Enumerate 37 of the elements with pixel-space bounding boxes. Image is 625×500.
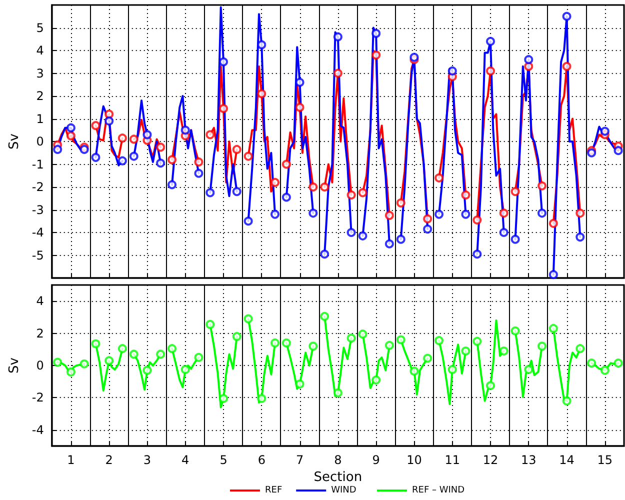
x-tick-label: 12 [482, 453, 498, 467]
y-axis-title: Sv [7, 133, 22, 150]
y-tick-label: 3 [36, 66, 44, 80]
y-tick-label: -2 [32, 390, 44, 405]
y-tick-label: 1 [36, 112, 44, 126]
y-tick-label: -2 [32, 180, 44, 194]
x-tick-label: 8 [334, 453, 342, 467]
x-tick-label: 6 [258, 453, 266, 467]
y-axis-title: Sv [7, 357, 22, 374]
x-tick-label: 14 [559, 453, 574, 467]
y-tick-label: 0 [36, 358, 44, 372]
x-tick-label: 10 [406, 453, 422, 467]
y-tick-label: -1 [32, 157, 44, 172]
x-tick-label: 9 [372, 453, 380, 467]
legend-label: REF – WIND [412, 486, 465, 496]
x-tick-label: 13 [521, 453, 536, 467]
y-tick-label: 4 [36, 294, 44, 308]
x-tick-label: 3 [143, 453, 152, 467]
x-axis-title: Section [314, 470, 362, 485]
legend-label: REF [265, 486, 282, 496]
x-tick-label: 7 [296, 453, 304, 467]
x-tick-label: 1 [67, 453, 75, 467]
y-tick-label: -4 [32, 226, 44, 240]
y-tick-label: 4 [36, 44, 44, 58]
x-tick-label: 11 [444, 453, 460, 467]
y-tick-label: -3 [32, 202, 44, 217]
x-tick-label: 2 [105, 453, 113, 467]
x-tick-label: 4 [182, 453, 190, 467]
y-tick-label: -5 [32, 248, 44, 262]
y-tick-label: 0 [36, 134, 44, 148]
x-tick-label: 5 [220, 453, 228, 467]
y-tick-label: 2 [36, 326, 44, 340]
y-tick-label: 5 [36, 20, 44, 35]
y-tick-label: 2 [36, 89, 44, 103]
y-tick-label: -4 [32, 422, 44, 437]
x-tick-label: 15 [597, 453, 613, 467]
legend-label: WIND [331, 486, 356, 496]
